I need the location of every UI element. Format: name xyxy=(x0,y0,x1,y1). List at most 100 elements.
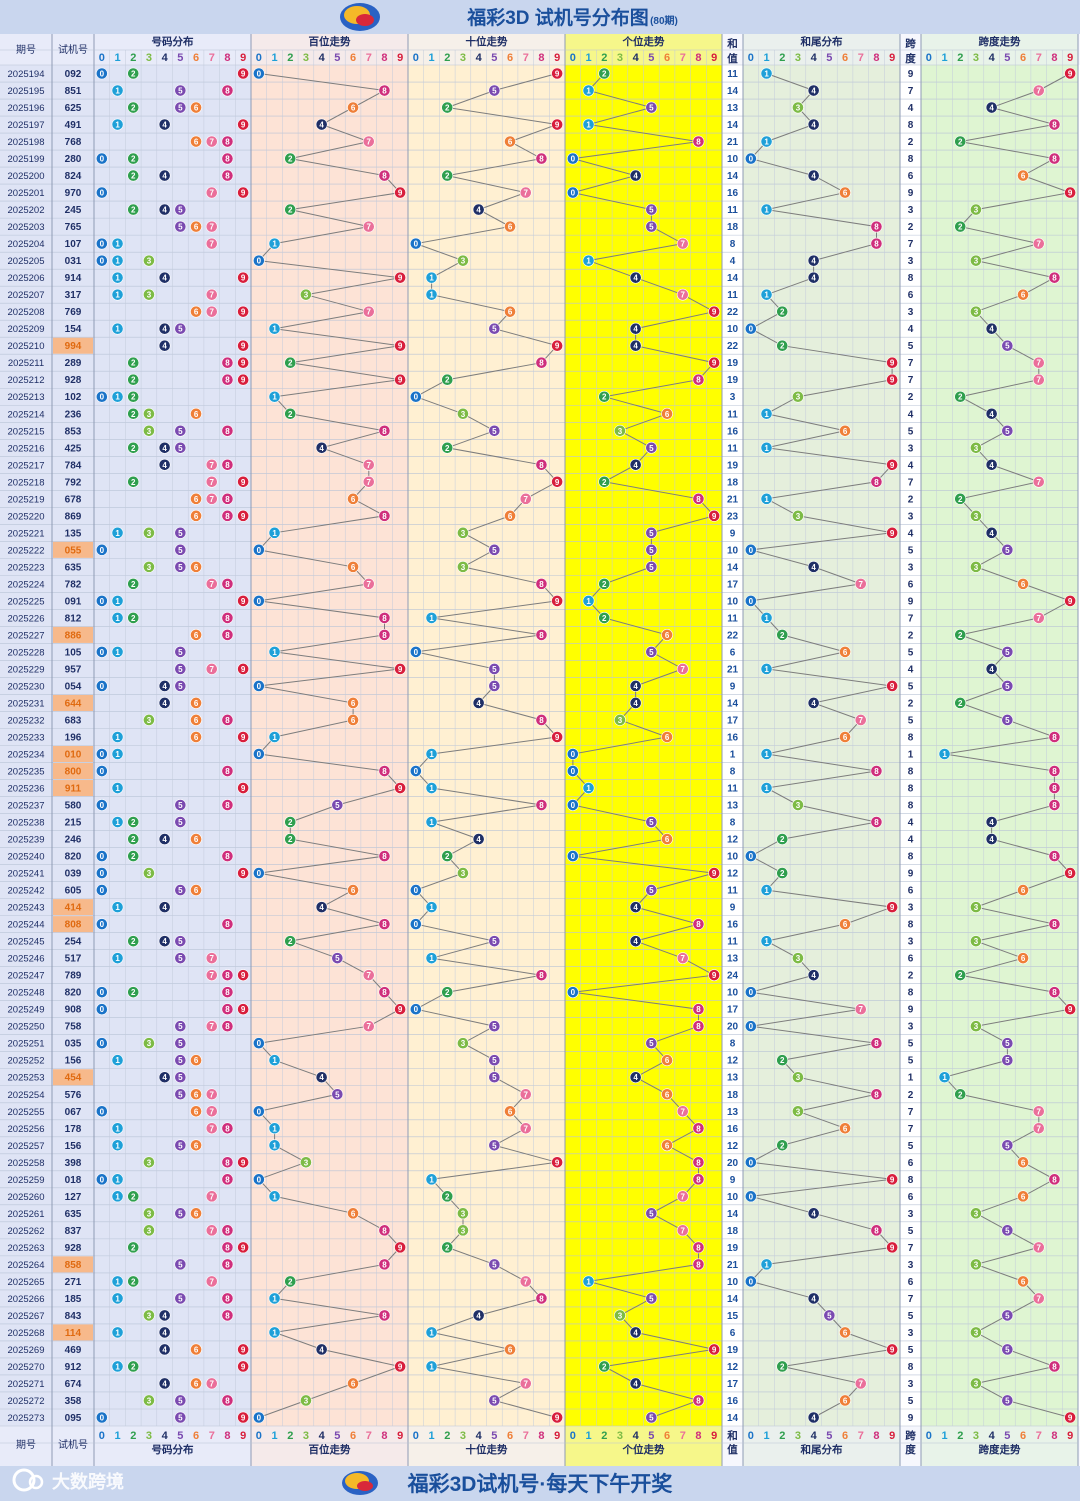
dist-ball-label: 5 xyxy=(178,223,183,232)
sum-tail-ball xyxy=(870,1224,883,1237)
sum-tail-ball xyxy=(776,1054,789,1067)
span-value: 5 xyxy=(908,1056,914,1067)
units-ball xyxy=(676,288,689,301)
tens-ball-label: 5 xyxy=(492,427,497,436)
dist-ball xyxy=(221,918,234,931)
dist-ball xyxy=(237,271,250,284)
dist-ball xyxy=(221,629,234,641)
dist-ball-label: 2 xyxy=(131,852,136,861)
sum-tail-ball-label: 7 xyxy=(859,580,864,589)
sum-tail-ball xyxy=(807,254,820,267)
span-header-bottom-top: 度 xyxy=(905,52,916,65)
dist-ball-label: 0 xyxy=(100,988,105,997)
tens-ball-label: 2 xyxy=(445,1243,450,1252)
units-ball-label: 6 xyxy=(665,1141,670,1150)
sum-tail-ball xyxy=(760,748,773,760)
dist-ball xyxy=(127,1275,140,1288)
dist-ball-label: 0 xyxy=(100,240,105,249)
sum-value: 21 xyxy=(727,1260,739,1271)
span-ball-label: 2 xyxy=(958,495,963,504)
hundreds-ball xyxy=(252,1037,265,1050)
sum-value: 9 xyxy=(730,681,736,692)
sum-tail-ball xyxy=(760,884,773,897)
dist-ball xyxy=(174,424,187,437)
span-ball-label: 7 xyxy=(1037,376,1042,385)
dist-ball xyxy=(111,1190,124,1203)
digit-header-bottom: 0 xyxy=(926,1430,932,1442)
units-ball-label: 7 xyxy=(681,291,686,300)
sum-tail-ball xyxy=(760,1258,773,1271)
hundreds-ball-label: 8 xyxy=(382,512,387,521)
dist-ball-label: 0 xyxy=(100,767,105,776)
sum-value: 17 xyxy=(727,715,739,726)
hundreds-ball xyxy=(268,526,281,539)
issue-cell: 2025224 xyxy=(8,579,45,590)
dist-ball-label: 5 xyxy=(178,1260,183,1269)
span-value: 7 xyxy=(908,1294,914,1305)
hundreds-ball xyxy=(268,390,281,403)
hundreds-ball-label: 2 xyxy=(288,206,293,215)
sum-tail-ball xyxy=(807,118,820,131)
digit-header-top: 2 xyxy=(444,52,450,64)
issue-cell: 2025214 xyxy=(8,409,45,420)
span-value: 7 xyxy=(908,1243,914,1254)
tens-ball-label: 5 xyxy=(492,1396,497,1405)
dist-ball-label: 4 xyxy=(162,1345,167,1354)
tens-ball xyxy=(457,560,469,573)
dist-ball xyxy=(158,203,171,216)
span-value: 2 xyxy=(908,392,914,403)
trial-number-cell: 820 xyxy=(65,852,82,863)
dist-ball-label: 9 xyxy=(241,359,246,368)
span-ball xyxy=(1017,1275,1029,1288)
tens-ball-label: 1 xyxy=(429,1328,434,1337)
dist-ball-label: 1 xyxy=(115,818,120,827)
sum-tail-ball-label: 9 xyxy=(890,376,895,385)
digit-header-top: 4 xyxy=(811,52,818,64)
span-ball xyxy=(1064,186,1077,199)
dist-ball xyxy=(221,373,234,386)
span-ball-label: 8 xyxy=(1052,1362,1057,1371)
span-ball-label: 7 xyxy=(1037,614,1042,623)
trial-number-cell: 765 xyxy=(65,222,82,233)
sum-value: 10 xyxy=(727,324,739,335)
sum-value: 17 xyxy=(727,1005,739,1016)
dist-ball xyxy=(221,986,234,999)
hundreds-ball xyxy=(252,1411,265,1424)
dist-ball-label: 1 xyxy=(115,903,120,912)
tens-ball-label: 0 xyxy=(414,886,419,895)
tens-ball-label: 5 xyxy=(492,1073,497,1082)
digit-header-top: 5 xyxy=(177,52,183,64)
units-ball xyxy=(708,1343,721,1356)
sum-value: 16 xyxy=(727,1124,739,1135)
span-ball-label: 5 xyxy=(1005,1345,1010,1354)
issue-cell: 2025247 xyxy=(8,971,45,982)
sum-value: 16 xyxy=(727,920,739,931)
span-ball xyxy=(970,901,982,914)
sum-value: 13 xyxy=(727,1107,739,1118)
sum-tail-ball-label: 1 xyxy=(764,1260,769,1269)
units-ball-label: 2 xyxy=(602,478,607,487)
span-trend-header-top: 跨度走势 xyxy=(979,35,1021,48)
span-ball xyxy=(1032,356,1045,369)
sum-value: 11 xyxy=(727,290,738,301)
tens-ball xyxy=(488,1139,501,1152)
sum-tail-ball-label: 3 xyxy=(796,1073,801,1082)
issue-cell: 2025230 xyxy=(8,681,45,692)
trial-number-cell: 970 xyxy=(65,188,82,199)
tens-ball-label: 9 xyxy=(555,342,560,351)
dist-ball-label: 9 xyxy=(241,376,246,385)
span-ball-label: 6 xyxy=(1021,886,1026,895)
dist-ball xyxy=(174,1054,187,1067)
issue-cell: 2025216 xyxy=(8,443,45,454)
trial-number-cell: 758 xyxy=(65,1022,82,1033)
dist-ball xyxy=(221,765,234,777)
span-ball xyxy=(1032,1122,1045,1135)
dist-ball xyxy=(95,765,108,777)
tens-ball-label: 8 xyxy=(539,461,544,470)
units-ball xyxy=(645,646,658,658)
span-ball-label: 3 xyxy=(974,257,979,266)
dist-ball xyxy=(127,475,140,488)
dist-ball xyxy=(111,1139,124,1152)
span-value: 3 xyxy=(908,937,914,948)
